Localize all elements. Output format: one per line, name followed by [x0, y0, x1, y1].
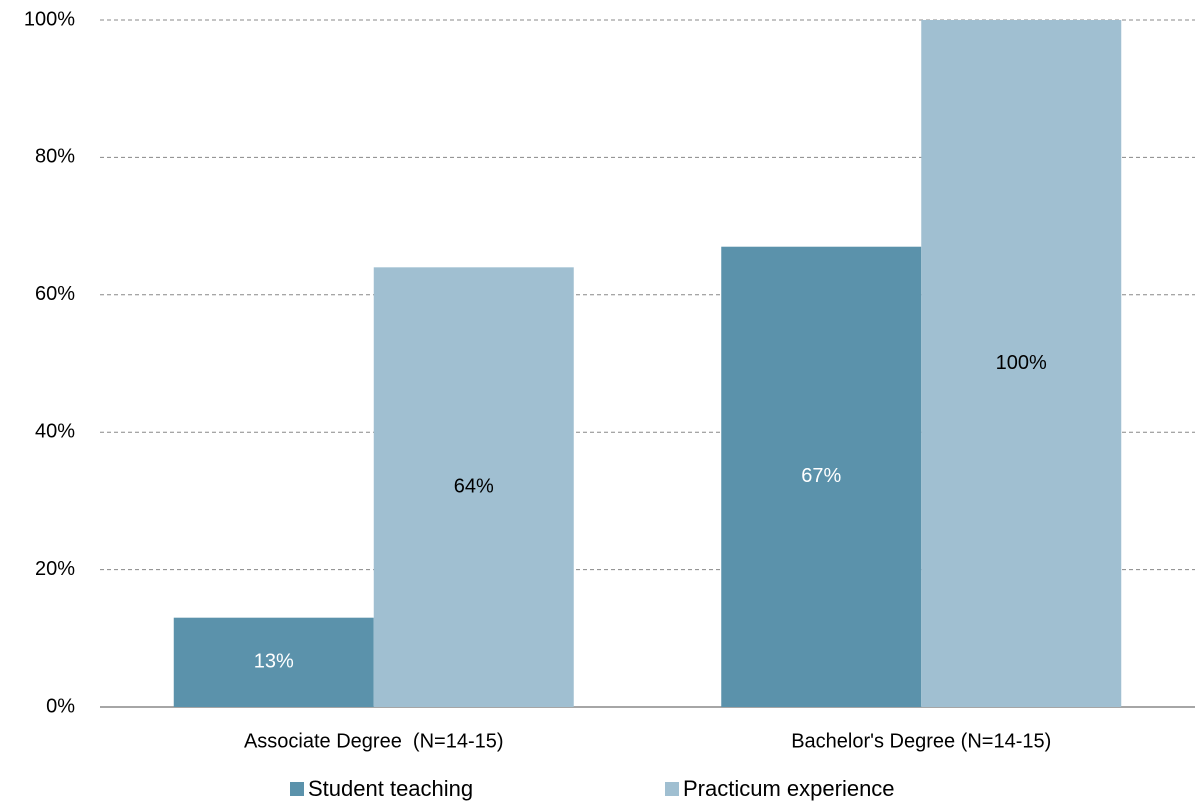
value-label: 100% — [996, 352, 1047, 374]
y-tick-label: 100% — [24, 8, 75, 30]
y-tick-label: 20% — [35, 558, 75, 580]
legend-label: Student teaching — [308, 776, 473, 801]
value-label: 64% — [454, 475, 494, 497]
legend-swatch — [665, 782, 679, 796]
legend-swatch — [290, 782, 304, 796]
x-tick-label: Bachelor's Degree (N=14-15) — [791, 730, 1051, 752]
bar — [173, 617, 374, 707]
y-tick-label: 0% — [46, 695, 75, 717]
x-tick-label: Associate Degree (N=14-15) — [244, 730, 504, 752]
value-label: 13% — [254, 651, 294, 673]
value-label: 67% — [801, 465, 841, 487]
y-tick-label: 60% — [35, 283, 75, 305]
y-tick-label: 40% — [35, 420, 75, 442]
legend-label: Practicum experience — [683, 776, 895, 801]
y-tick-label: 80% — [35, 146, 75, 168]
bar — [373, 267, 574, 707]
bar — [721, 246, 922, 707]
bar — [921, 20, 1122, 707]
